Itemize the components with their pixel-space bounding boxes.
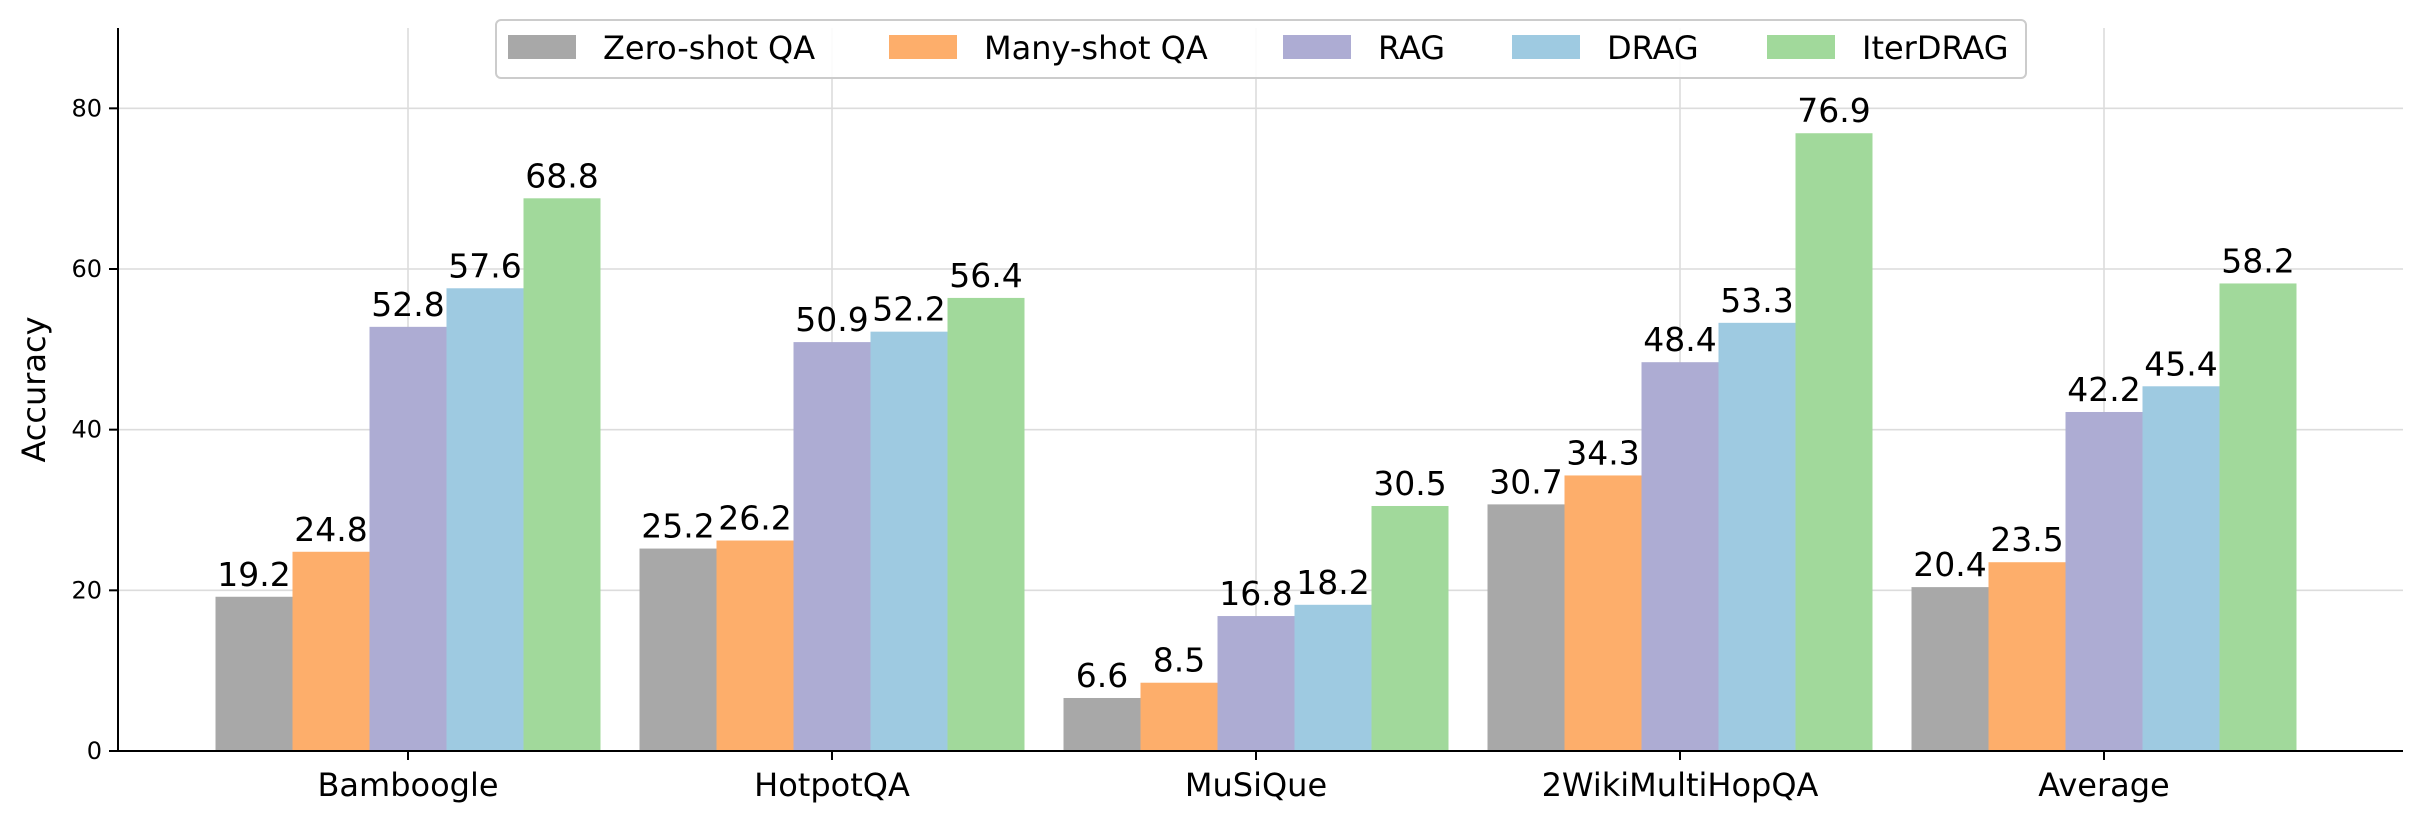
legend-label: RAG [1378, 29, 1445, 67]
value-labels: 19.2 25.2 6.6 30.7 20.4 24.8 26.2 8.5 34.3 23.5 52… [217, 91, 2294, 695]
legend-swatch [508, 35, 576, 59]
data-label: 57.6 [448, 246, 521, 285]
bar [1063, 697, 1141, 751]
bar [1217, 616, 1295, 751]
legend: Zero-shot QA Many-shot QA RAG DRAG IterDRAG [495, 19, 2027, 79]
legend-swatch [889, 35, 957, 59]
y-tick-label: 80 [71, 94, 102, 122]
bar [1294, 604, 1372, 751]
data-label: 53.3 [1720, 281, 1793, 320]
bar [870, 331, 948, 751]
bar [639, 548, 717, 751]
bars [215, 133, 2297, 752]
data-label: 56.4 [949, 256, 1022, 295]
bar [1564, 475, 1642, 751]
legend-swatch [1767, 35, 1835, 59]
data-label: 76.9 [1797, 91, 1870, 130]
y-axis-title: Accuracy [15, 316, 53, 462]
bar [369, 326, 447, 751]
bar [215, 596, 293, 751]
bar [1988, 562, 2066, 751]
data-label: 6.6 [1076, 656, 1128, 695]
bar [446, 288, 524, 751]
legend-label: DRAG [1607, 29, 1699, 67]
data-label: 18.2 [1296, 563, 1369, 602]
bar [1641, 362, 1719, 751]
y-tick-label: 0 [87, 737, 102, 765]
data-label: 48.4 [1643, 320, 1716, 359]
bar [2065, 411, 2143, 751]
bar [2219, 283, 2297, 751]
bar [716, 540, 794, 751]
legend-swatch [1512, 35, 1580, 59]
bar [1487, 504, 1565, 751]
x-tick-label: 2WikiMultiHopQA [1542, 766, 1819, 804]
bar [793, 342, 871, 751]
data-label: 30.5 [1373, 464, 1446, 503]
legend-swatch [1283, 35, 1351, 59]
data-label: 24.8 [294, 510, 367, 549]
data-label: 8.5 [1153, 641, 1205, 680]
data-label: 52.2 [872, 290, 945, 329]
data-label: 30.7 [1489, 462, 1562, 501]
y-tick-label: 60 [71, 255, 102, 283]
legend-label: Many-shot QA [984, 29, 1208, 67]
legend-frame [495, 19, 2027, 79]
data-label: 20.4 [1913, 545, 1986, 584]
bar [523, 198, 601, 752]
data-label: 50.9 [795, 300, 868, 339]
bar [1795, 133, 1873, 751]
axes: 0 20 40 60 80 Bamboogle HotpotQA MuSiQue 2WikiMu… [71, 28, 2403, 804]
bar [947, 297, 1025, 751]
x-tick-label: HotpotQA [754, 766, 910, 804]
data-label: 16.8 [1219, 574, 1292, 613]
bar [1718, 322, 1796, 751]
x-tick-label: Bamboogle [317, 766, 498, 804]
x-tick-label: Average [2038, 766, 2169, 804]
legend-label: IterDRAG [1862, 29, 2009, 67]
data-label: 23.5 [1990, 520, 2063, 559]
data-label: 25.2 [641, 507, 714, 546]
x-tick-label: MuSiQue [1185, 766, 1327, 804]
data-label: 45.4 [2144, 344, 2217, 383]
y-tick-label: 20 [71, 576, 102, 604]
y-tick-label: 40 [71, 416, 102, 444]
data-label: 68.8 [525, 156, 598, 195]
bar [1911, 587, 1989, 751]
data-label: 26.2 [718, 499, 791, 538]
data-label: 52.8 [371, 285, 444, 324]
bar [2142, 386, 2220, 751]
data-label: 58.2 [2221, 241, 2294, 280]
data-label: 34.3 [1566, 433, 1639, 472]
bar [1371, 505, 1449, 751]
data-label: 42.2 [2067, 370, 2140, 409]
bar [292, 551, 370, 751]
data-label: 19.2 [217, 555, 290, 594]
legend-label: Zero-shot QA [603, 29, 815, 67]
bar [1140, 682, 1218, 751]
